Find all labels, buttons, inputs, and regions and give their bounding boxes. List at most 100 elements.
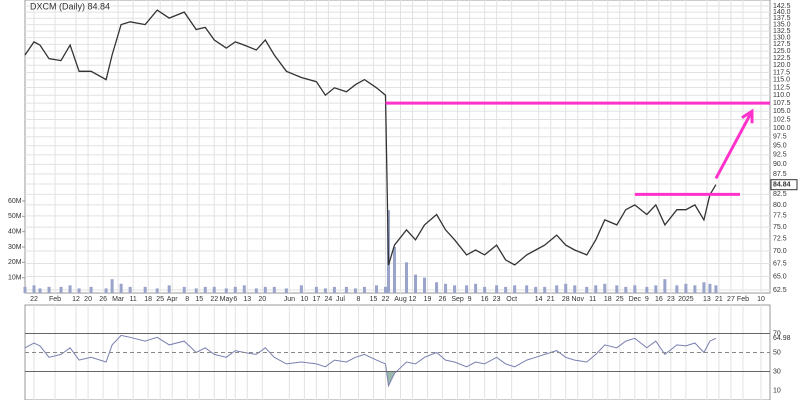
volume-bar (299, 285, 303, 293)
x-tick-label: 6 (233, 296, 237, 303)
volume-bar (203, 286, 207, 293)
volume-bar (405, 262, 409, 293)
y-tick-label: 135.0 (773, 21, 791, 28)
volume-bar (444, 283, 448, 293)
x-tick-label: 11 (130, 296, 137, 303)
volume-bar (323, 288, 327, 293)
volume-bar (284, 288, 288, 293)
y-tick-label: 102.5 (773, 116, 791, 123)
volume-bar (423, 277, 427, 293)
x-tick-label: 15 (195, 296, 203, 303)
volume-bar (495, 285, 499, 293)
x-tick-label: 14 (535, 296, 543, 303)
x-tick-label: 18 (604, 296, 612, 303)
volume-bar (714, 285, 718, 293)
x-tick-label: 19 (424, 296, 432, 303)
y-tick-label: 90.0 (773, 161, 787, 168)
x-tick-label: 21 (715, 296, 723, 303)
x-tick-label: 9 (468, 296, 472, 303)
volume-bar (483, 286, 487, 293)
annotation-arrow (714, 110, 754, 180)
last-price-box (770, 179, 798, 191)
volume-bar (534, 286, 538, 293)
volume-bar (702, 282, 706, 293)
x-tick-label: Feb (49, 296, 61, 303)
volume-bar (32, 285, 36, 293)
y-tick-label: 115.0 (773, 77, 790, 84)
rsi-line (24, 334, 717, 388)
y-tick-label: 67.5 (773, 260, 787, 267)
volume-bar (254, 288, 258, 293)
rsi-tick-label: 10 (773, 387, 781, 394)
x-tick-label: 17 (312, 296, 320, 303)
last-price-label: 84.84 (773, 182, 791, 189)
volume-bar (615, 285, 619, 293)
volume-bar (585, 286, 589, 293)
volume-bar (233, 286, 237, 293)
volume-bar (212, 286, 216, 293)
volume-bar (675, 285, 679, 293)
y-tick-label: 137.5 (773, 15, 791, 22)
x-tick-label: 16 (655, 296, 663, 303)
y-tick-label: 75.0 (773, 224, 787, 231)
y-tick-label: 140.0 (773, 9, 791, 16)
y-tick-label: 105.0 (773, 108, 791, 115)
y-tick-label: 87.5 (773, 171, 787, 178)
y-tick-label: 110.0 (773, 92, 790, 99)
volume-bar (603, 283, 607, 293)
volume-bar (167, 285, 171, 293)
x-tick-label: 11 (589, 296, 596, 303)
x-tick-label: 22 (382, 296, 390, 303)
x-tick-label: 26 (99, 296, 107, 303)
volume-bar (314, 286, 318, 293)
volume-bar (453, 285, 457, 293)
volume-bar (242, 285, 246, 293)
x-tick-label: Aug (394, 296, 407, 303)
x-tick-label: 8 (185, 296, 189, 303)
y-tick-label: 132.5 (773, 28, 791, 35)
x-tick-label: 13 (703, 296, 711, 303)
x-tick-label: 8 (356, 296, 360, 303)
x-tick-label: 9 (645, 296, 649, 303)
volume-bar (77, 288, 81, 293)
volume-tick-label: 20M (8, 259, 22, 266)
y-tick-label: 125.0 (773, 48, 791, 55)
volume-bar (645, 286, 649, 293)
x-tick-label: 25 (616, 296, 624, 303)
volume-tick-label: 50M (8, 213, 22, 220)
x-tick-label: 10 (757, 296, 765, 303)
volume-bar (344, 286, 348, 293)
y-tick-label: 107.5 (773, 100, 791, 107)
price-line (24, 9, 717, 266)
volume-bar (59, 286, 63, 293)
x-tick-label: Dec (629, 296, 642, 303)
volume-bar (182, 286, 186, 293)
volume-bar (633, 285, 637, 293)
volume-bar (654, 285, 658, 293)
rsi-oversold-fill (25, 371, 716, 386)
rsi-tick-label: 30 (773, 368, 781, 375)
volume-bar (525, 285, 529, 293)
marks (23, 9, 718, 388)
volume-bar (68, 285, 72, 293)
volume-bar (513, 285, 517, 293)
volume-bar (155, 288, 159, 293)
volume-tick-label: 30M (8, 244, 22, 251)
x-tick-label: 26 (439, 296, 447, 303)
volume-bar (89, 286, 93, 293)
volume-bar (362, 286, 366, 293)
x-tick-label: May (220, 296, 234, 303)
volume-tick-label: 60M (8, 198, 22, 205)
x-tick-label: 16 (481, 296, 489, 303)
y-tick-label: 82.5 (773, 191, 787, 198)
x-tick-label: Apr (167, 296, 179, 303)
volume-tick-label: 40M (8, 229, 22, 236)
x-tick-label: 20 (258, 296, 266, 303)
y-tick-label: 62.5 (773, 287, 787, 294)
volume-bar (128, 286, 132, 293)
rsi-tick-label: 50 (773, 349, 781, 356)
volume-bar (435, 282, 439, 293)
volume-bar (272, 286, 276, 293)
